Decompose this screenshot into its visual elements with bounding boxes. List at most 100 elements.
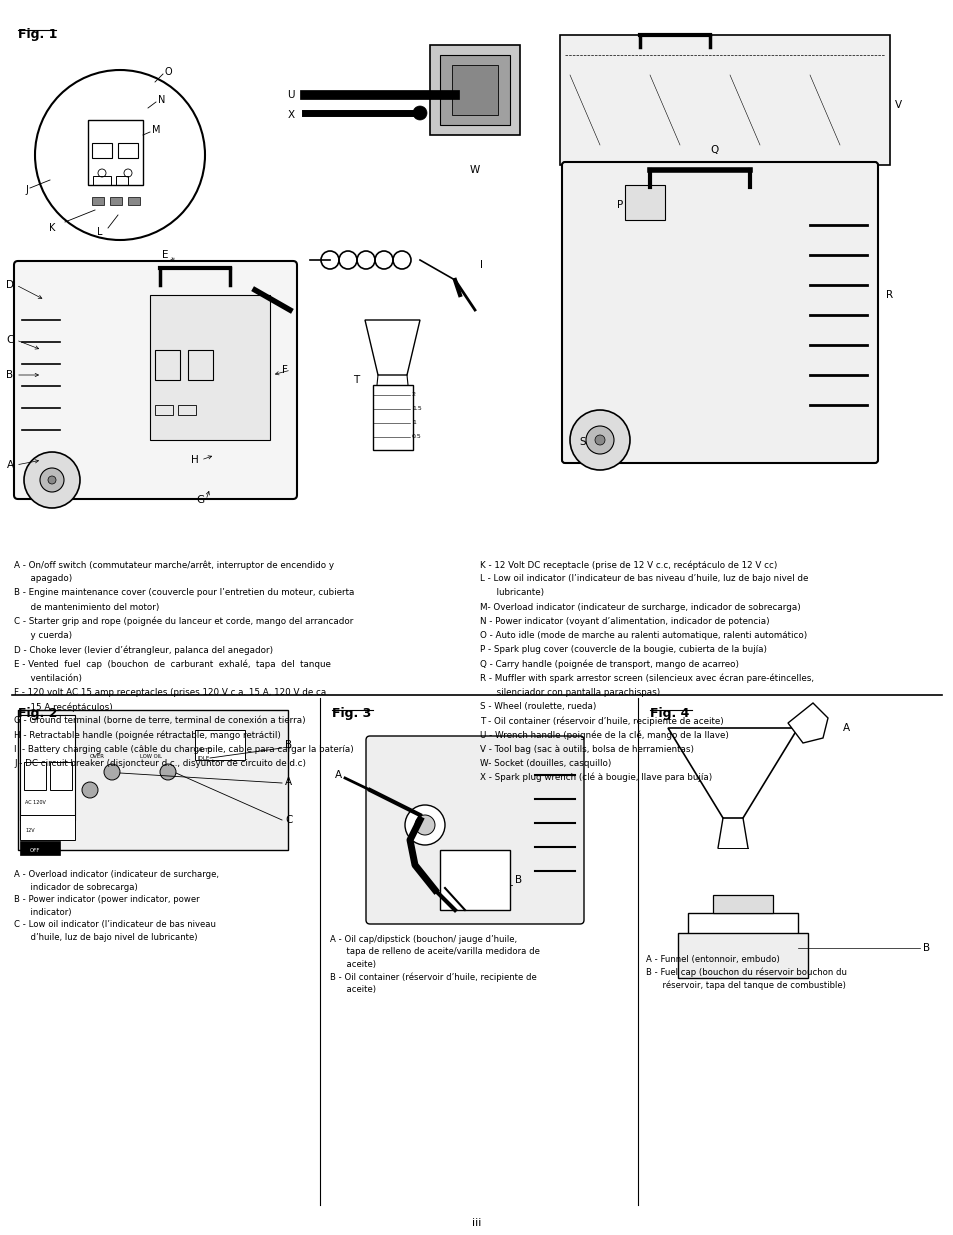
Text: 0.5: 0.5 xyxy=(412,435,421,440)
Text: B: B xyxy=(7,370,13,380)
Bar xyxy=(20,841,60,855)
Text: A: A xyxy=(842,722,849,734)
Text: D - Choke lever (levier d’étrangleur, palanca del anegador): D - Choke lever (levier d’étrangleur, pa… xyxy=(14,645,273,655)
Text: C - Starter grip and rope (poignée du lanceur et corde, mango del arrancador: C - Starter grip and rope (poignée du la… xyxy=(14,616,353,626)
Text: J: J xyxy=(25,185,28,195)
Text: S: S xyxy=(579,437,586,447)
Circle shape xyxy=(585,426,614,454)
Bar xyxy=(559,35,889,165)
Text: E - Vented  fuel  cap  (bouchon  de  carburant  exhalé,  tapa  del  tanque: E - Vented fuel cap (bouchon de carburan… xyxy=(14,659,331,669)
Bar xyxy=(430,44,519,135)
Text: Fig. 2: Fig. 2 xyxy=(18,706,57,720)
Bar xyxy=(373,385,413,450)
Text: W: W xyxy=(470,165,479,175)
Circle shape xyxy=(595,435,604,445)
Text: Fig. 4: Fig. 4 xyxy=(649,706,689,720)
Bar xyxy=(188,350,213,380)
Text: AUTO: AUTO xyxy=(198,747,213,752)
Bar xyxy=(110,198,122,205)
Text: OFF: OFF xyxy=(30,847,40,852)
Text: C - Low oil indicator (l’indicateur de bas niveau: C - Low oil indicator (l’indicateur de b… xyxy=(14,920,215,929)
Text: X: X xyxy=(288,110,294,120)
Text: C: C xyxy=(7,335,13,345)
Text: d’huile, luz de bajo nivel de lubricante): d’huile, luz de bajo nivel de lubricante… xyxy=(14,932,197,941)
Bar xyxy=(24,762,46,790)
Bar xyxy=(118,143,138,158)
Text: I: I xyxy=(479,261,482,270)
Text: L: L xyxy=(97,227,103,237)
Circle shape xyxy=(48,475,56,484)
Bar xyxy=(91,198,104,205)
Text: 12V: 12V xyxy=(25,827,34,832)
Text: 2: 2 xyxy=(412,393,416,398)
Bar xyxy=(154,350,180,380)
Text: LOW OIL: LOW OIL xyxy=(140,755,162,760)
Text: B: B xyxy=(923,944,929,953)
Text: H - Retractable handle (poignée rétractable, mango retráctil): H - Retractable handle (poignée rétracta… xyxy=(14,730,280,740)
Text: B - Fuel cap (bouchon du réservoir bouchon du: B - Fuel cap (bouchon du réservoir bouch… xyxy=(645,967,846,977)
Text: B - Engine maintenance cover (couvercle pour l’entretien du moteur, cubierta: B - Engine maintenance cover (couvercle … xyxy=(14,588,354,598)
Bar xyxy=(20,815,75,840)
Bar xyxy=(18,710,288,850)
Text: H: H xyxy=(191,454,198,466)
Text: R - Muffler with spark arrestor screen (silencieux avec écran pare-étincelles,: R - Muffler with spark arrestor screen (… xyxy=(479,673,813,683)
Text: M: M xyxy=(152,125,160,135)
Bar xyxy=(50,762,71,790)
Bar xyxy=(92,177,111,185)
Text: S - Wheel (roulette, rueda): S - Wheel (roulette, rueda) xyxy=(479,701,596,711)
Text: Fig. 1: Fig. 1 xyxy=(18,28,57,41)
Polygon shape xyxy=(365,320,419,375)
Text: C: C xyxy=(285,815,292,825)
Bar xyxy=(687,913,797,935)
Bar xyxy=(116,177,128,185)
Text: Q: Q xyxy=(710,144,719,156)
Bar xyxy=(91,143,112,158)
Text: E: E xyxy=(162,249,168,261)
Text: tapa de relleno de aceite/varilla medidora de: tapa de relleno de aceite/varilla medido… xyxy=(330,947,539,956)
Text: B: B xyxy=(285,740,292,750)
Text: OVER: OVER xyxy=(90,755,105,760)
Text: B: B xyxy=(515,876,521,885)
Text: K: K xyxy=(49,224,55,233)
Text: J - DC circuit breaker (disjoncteur d.c., disyuntor de circuito de d.c): J - DC circuit breaker (disjoncteur d.c.… xyxy=(14,758,306,768)
Text: I  - Battery charging cable (câble du charge pile, cable para cargar la batería): I - Battery charging cable (câble du cha… xyxy=(14,745,354,753)
Text: Fig. 3: Fig. 3 xyxy=(332,706,371,720)
Text: K - 12 Volt DC receptacle (prise de 12 V c.c, recéptáculo de 12 V cc): K - 12 Volt DC receptacle (prise de 12 V… xyxy=(479,559,777,569)
Circle shape xyxy=(40,468,64,492)
Text: F - 120 volt AC 15 amp receptacles (prises 120 V c.a. 15 A, 120 V de ca: F - 120 volt AC 15 amp receptacles (pris… xyxy=(14,688,326,697)
Text: IDLE: IDLE xyxy=(198,756,210,761)
Bar xyxy=(194,730,245,760)
Circle shape xyxy=(82,782,98,798)
Circle shape xyxy=(415,815,435,835)
Text: B - Oil container (réservoir d’huile, recipiente de: B - Oil container (réservoir d’huile, re… xyxy=(330,972,537,982)
Circle shape xyxy=(413,106,427,120)
Text: M- Overload indicator (indicateur de surcharge, indicador de sobrecarga): M- Overload indicator (indicateur de sur… xyxy=(479,603,800,611)
FancyBboxPatch shape xyxy=(366,736,583,924)
Text: lubricante): lubricante) xyxy=(479,588,543,598)
Text: apagado): apagado) xyxy=(14,574,72,583)
Text: A - On/off switch (commutateur marche/arrêt, interruptor de encendido y: A - On/off switch (commutateur marche/ar… xyxy=(14,559,334,569)
Text: P: P xyxy=(617,200,622,210)
Text: réservoir, tapa del tanque de combustible): réservoir, tapa del tanque de combustibl… xyxy=(645,981,845,989)
Text: iii: iii xyxy=(472,1218,481,1228)
Text: T: T xyxy=(353,375,359,385)
Bar xyxy=(150,295,270,440)
Text: T - Oil container (réservoir d’huile, recipiente de aceite): T - Oil container (réservoir d’huile, re… xyxy=(479,716,723,726)
Bar xyxy=(452,65,497,115)
Bar xyxy=(88,120,143,185)
Text: A - Funnel (entonnoir, embudo): A - Funnel (entonnoir, embudo) xyxy=(645,955,779,965)
Text: W- Socket (douilles, casquillo): W- Socket (douilles, casquillo) xyxy=(479,758,611,768)
Text: silenciador con pantalla parachispas): silenciador con pantalla parachispas) xyxy=(479,688,659,697)
Bar xyxy=(154,405,172,415)
Text: O: O xyxy=(165,67,172,77)
Text: aceite): aceite) xyxy=(330,960,375,969)
Circle shape xyxy=(569,410,629,471)
Text: A - Overload indicator (indicateur de surcharge,: A - Overload indicator (indicateur de su… xyxy=(14,869,219,879)
Text: O - Auto idle (mode de marche au ralenti automatique, ralenti automático): O - Auto idle (mode de marche au ralenti… xyxy=(479,631,806,640)
Circle shape xyxy=(104,764,120,781)
Text: 15 A recéptáculos): 15 A recéptáculos) xyxy=(14,701,112,711)
Text: P - Spark plug cover (couvercle de la bougie, cubierta de la bujía): P - Spark plug cover (couvercle de la bo… xyxy=(479,645,766,655)
Bar xyxy=(678,932,807,978)
Text: U - Wrench handle (poignée de la clé, mango de la llave): U - Wrench handle (poignée de la clé, ma… xyxy=(479,730,728,740)
Text: R: R xyxy=(885,290,893,300)
